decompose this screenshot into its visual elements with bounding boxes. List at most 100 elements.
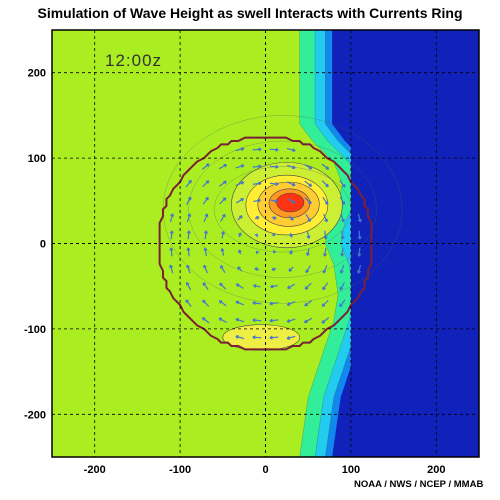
vector-arrow-109 [357, 247, 362, 257]
vector-arrow-61 [272, 249, 277, 254]
vector-arrow-45 [252, 318, 262, 323]
vector-arrow-71 [287, 283, 295, 289]
vector-arrow-55 [252, 147, 262, 152]
vector-arrow-10 [186, 196, 192, 205]
contour-line-2 [188, 140, 377, 278]
vector-arrow-20 [202, 180, 210, 188]
vector-arrow-32 [235, 335, 245, 340]
vector-arrow-68 [286, 335, 296, 340]
vector-arrow-107 [339, 179, 346, 188]
vector-arrow-86 [305, 214, 311, 222]
vector-arrow-40 [236, 198, 244, 204]
x-tick-label: -200 [84, 464, 106, 476]
vector-arrow-101 [339, 282, 345, 291]
vector-arrow-4 [185, 299, 192, 308]
vector-arrow-47 [253, 284, 261, 288]
vector-arrow-66 [269, 164, 279, 169]
vector-arrow-31 [218, 163, 228, 170]
vector-arrow-103 [340, 247, 345, 257]
vector-arrow-9 [186, 213, 192, 223]
vector-arrow-98 [321, 180, 329, 188]
vector-arrow-42 [235, 164, 245, 169]
vector-arrow-23 [218, 300, 227, 307]
vector-arrow-90 [321, 317, 330, 324]
vector-arrow-21 [201, 163, 210, 170]
vector-arrow-49 [255, 250, 260, 255]
vector-arrow-16 [203, 247, 208, 257]
vector-arrow-97 [322, 196, 329, 205]
vector-arrow-72 [288, 266, 294, 272]
x-tick-label: -100 [169, 464, 191, 476]
vector-arrow-60 [271, 267, 277, 271]
vector-arrow-65 [269, 182, 279, 186]
x-tick-label: 0 [262, 464, 268, 476]
x-tick-label: 200 [427, 464, 445, 476]
vector-arrow-93 [322, 264, 328, 274]
vector-arrow-0 [169, 264, 174, 274]
vector-arrow-56 [269, 335, 279, 340]
vector-arrow-74 [289, 232, 293, 238]
vector-arrow-2 [169, 230, 174, 240]
vector-arrow-53 [252, 181, 262, 186]
vector-arrow-76 [287, 198, 296, 204]
vector-arrow-36 [237, 266, 243, 272]
vector-arrow-30 [218, 180, 227, 187]
vector-arrow-44 [252, 335, 262, 340]
vector-arrow-79 [286, 147, 296, 152]
vector-arrow-110 [357, 230, 362, 240]
vector-arrow-7 [186, 247, 191, 257]
vector-arrow-70 [286, 301, 296, 306]
vector-arrow-29 [219, 197, 227, 205]
vector-arrow-5 [185, 281, 192, 291]
vector-arrow-3 [169, 213, 174, 223]
current-vectors [169, 147, 362, 340]
vector-arrow-59 [270, 284, 278, 289]
vector-arrow-67 [269, 147, 279, 152]
vector-arrow-11 [185, 179, 192, 188]
vector-arrow-58 [269, 301, 279, 306]
vector-arrow-99 [321, 163, 330, 170]
vector-arrow-106 [339, 196, 346, 206]
chart-title: Simulation of Wave Height as swell Inter… [37, 5, 463, 21]
vector-arrow-13 [202, 299, 210, 307]
vector-arrow-19 [202, 196, 209, 205]
vector-arrow-24 [219, 282, 227, 290]
y-tick-label: 200 [28, 68, 46, 80]
vector-arrow-27 [221, 231, 225, 239]
vector-arrow-94 [323, 247, 327, 257]
wave-blob-5 [276, 192, 305, 213]
contour-line-1 [214, 166, 352, 253]
y-tick-label: -200 [24, 409, 46, 421]
plot-frame [51, 29, 480, 458]
vector-arrow-84 [306, 248, 310, 256]
vector-arrow-91 [321, 299, 329, 307]
credit-text: NOAA / NWS / NCEP / MMAB [354, 479, 484, 490]
vector-arrow-43 [235, 147, 245, 152]
vector-arrow-108 [357, 264, 362, 274]
time-label: 12:00z [105, 51, 162, 70]
vector-arrow-26 [220, 248, 225, 256]
vector-arrow-62 [271, 232, 276, 237]
vector-arrow-88 [304, 180, 313, 187]
vector-arrow-18 [203, 213, 209, 223]
vector-arrow-33 [235, 317, 245, 323]
vector-arrow-35 [235, 283, 244, 289]
vector-arrow-15 [203, 264, 208, 274]
vector-arrow-80 [303, 317, 313, 324]
vector-arrow-41 [235, 181, 245, 186]
vector-arrow-64 [270, 199, 278, 203]
vector-arrow-52 [253, 198, 261, 203]
grid [52, 30, 479, 457]
vector-arrow-22 [218, 317, 227, 323]
vector-arrow-39 [237, 215, 243, 221]
vector-arrow-6 [186, 264, 191, 274]
vector-arrow-77 [286, 181, 296, 187]
current-ring [158, 136, 373, 351]
vector-arrow-78 [286, 164, 296, 170]
vector-arrow-25 [220, 265, 226, 273]
vector-arrow-105 [340, 213, 345, 223]
y-tick-label: -100 [24, 324, 46, 336]
vector-arrow-73 [289, 249, 294, 255]
vector-arrow-104 [340, 230, 345, 240]
